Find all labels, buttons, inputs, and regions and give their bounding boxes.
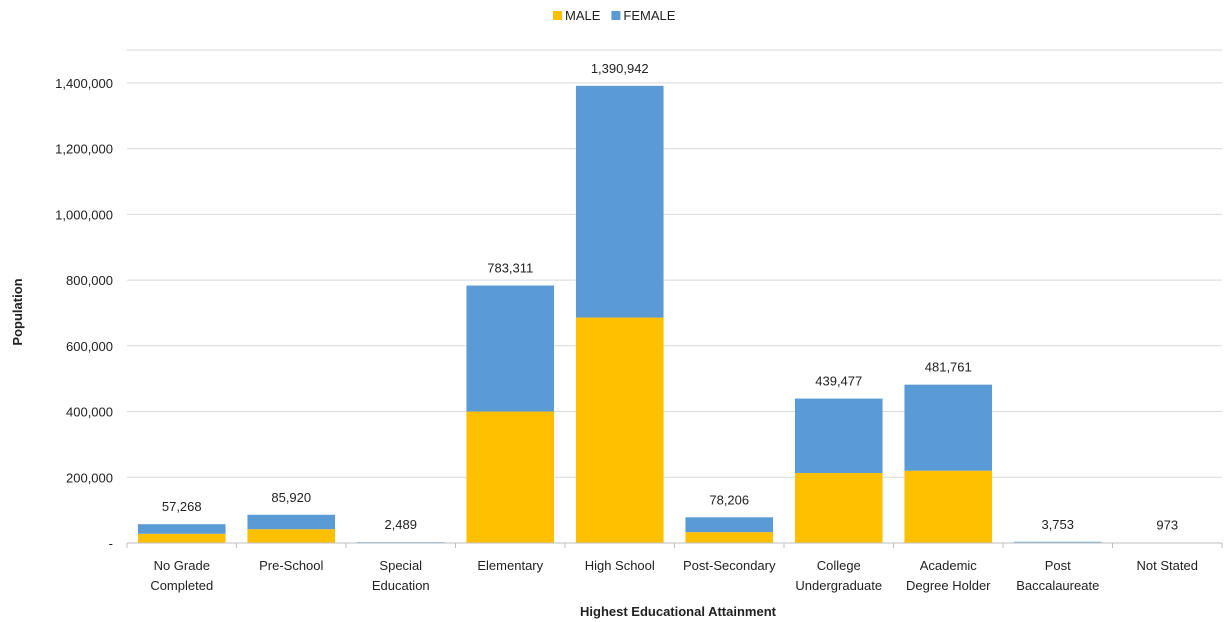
- data-label-total: 783,311: [487, 261, 533, 276]
- x-tick-label: Academic Degree Holder: [906, 558, 991, 593]
- y-tick-label: 1,000,000: [55, 207, 113, 222]
- bar-male: [685, 532, 774, 543]
- x-tick-label: College Undergraduate: [795, 558, 882, 593]
- chart-legend: MALE FEMALE: [553, 8, 676, 23]
- y-tick-label: 800,000: [66, 273, 113, 288]
- x-tick-label: No Grade Completed: [150, 558, 213, 593]
- legend-swatch-female: [611, 11, 621, 20]
- x-axis-label: Highest Educational Attainment: [580, 604, 777, 619]
- data-label-total: 3,753: [1041, 517, 1074, 532]
- x-tick-label: Special Education: [372, 558, 430, 593]
- data-label-total: 2,489: [384, 517, 417, 532]
- y-axis: - 200,000 400,000 600,000 800,000 1,000,000 1,…: [55, 76, 113, 551]
- bar-male: [137, 533, 226, 543]
- bar-female: [466, 285, 555, 412]
- x-tick-label: Pre-School: [259, 558, 323, 573]
- data-label-total: 439,477: [815, 374, 862, 389]
- x-axis: No Grade Completed Pre-School Special Educat…: [126, 542, 1223, 593]
- bar-male: [794, 472, 883, 543]
- bar-female: [137, 524, 226, 534]
- legend-swatch-male: [553, 11, 562, 20]
- bar-female: [247, 514, 336, 530]
- bar-female: [575, 85, 664, 318]
- bar-male: [904, 470, 993, 543]
- data-label-total: 78,206: [709, 492, 749, 507]
- x-tick-label: Post-Secondary: [683, 558, 776, 573]
- bar-female: [794, 398, 883, 473]
- bars: 57,268 85,920 2,489 783,311 1,390,942 78,206 4…: [137, 61, 1212, 543]
- bar-male: [575, 317, 664, 543]
- x-tick-label: Elementary: [477, 558, 543, 573]
- y-tick-label: 600,000: [66, 339, 113, 354]
- y-axis-label: Population: [10, 278, 25, 345]
- y-tick-label: 400,000: [66, 405, 113, 420]
- data-label-total: 481,761: [925, 360, 972, 375]
- bar-female: [904, 384, 993, 471]
- legend-label-female: FEMALE: [623, 8, 675, 23]
- bar-female: [685, 517, 774, 533]
- gridlines: [127, 49, 1222, 478]
- bar-male: [247, 529, 336, 543]
- y-tick-label: 1,200,000: [55, 142, 113, 157]
- data-label-total: 973: [1156, 518, 1178, 533]
- legend-label-male: MALE: [565, 8, 601, 23]
- data-label-total: 57,268: [162, 499, 202, 514]
- x-tick-label: High School: [585, 558, 655, 573]
- bar-female: [1013, 541, 1102, 543]
- data-label-total: 1,390,942: [591, 61, 649, 76]
- y-tick-label: 1,400,000: [55, 76, 113, 91]
- bar-male: [466, 411, 555, 543]
- x-tick-label: Post Baccalaureate: [1016, 558, 1099, 593]
- data-label-total: 85,920: [271, 490, 311, 505]
- x-tick-label: Not Stated: [1137, 558, 1198, 573]
- y-tick-label: -: [109, 536, 113, 551]
- y-tick-label: 200,000: [66, 470, 113, 485]
